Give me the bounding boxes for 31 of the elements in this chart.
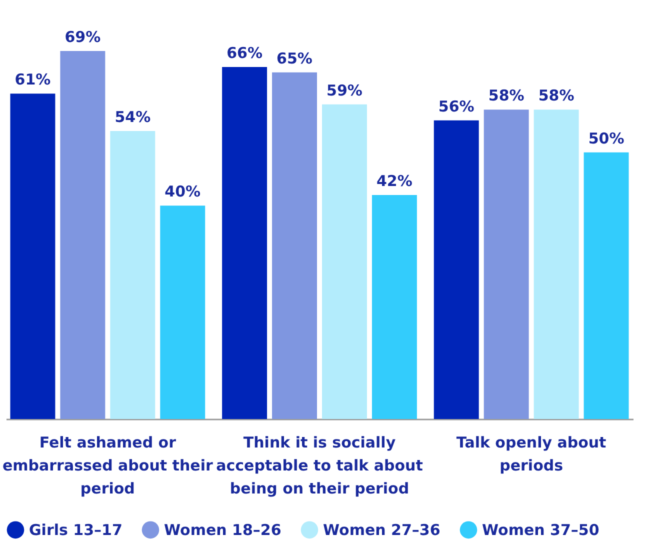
legend-label: Women 37–50	[482, 520, 600, 539]
data-label: 56%	[438, 97, 474, 116]
data-label: 50%	[588, 129, 624, 148]
bar	[10, 94, 56, 419]
legend-label: Girls 13–17	[29, 520, 122, 539]
bar	[372, 195, 417, 419]
data-label: 65%	[276, 49, 312, 68]
bar	[160, 206, 206, 419]
data-label: 42%	[376, 172, 412, 190]
x-tick-label: Think it is socially acceptable to talk about being on their period	[216, 434, 423, 498]
data-label: 58%	[488, 86, 524, 105]
bar	[434, 120, 479, 419]
x-tick-label: Felt ashamed or embarrassed about their period	[2, 434, 214, 498]
bar	[322, 104, 367, 419]
x-tick-label: Talk openly about periods	[456, 434, 606, 474]
legend-label: Women 18–26	[164, 520, 282, 539]
bar	[484, 110, 529, 419]
bar	[272, 72, 317, 419]
data-label: 54%	[114, 108, 151, 126]
data-label: 58%	[538, 86, 574, 105]
bar	[60, 51, 106, 419]
bar	[584, 152, 629, 419]
legend-label: Women 27–36	[323, 520, 440, 539]
bar	[222, 67, 268, 419]
bar	[534, 110, 579, 419]
data-label: 40%	[164, 182, 201, 201]
data-label: 59%	[326, 81, 362, 100]
bar	[110, 131, 156, 419]
data-label: 61%	[14, 70, 51, 89]
data-label: 66%	[226, 44, 262, 62]
data-label: 69%	[64, 28, 101, 46]
